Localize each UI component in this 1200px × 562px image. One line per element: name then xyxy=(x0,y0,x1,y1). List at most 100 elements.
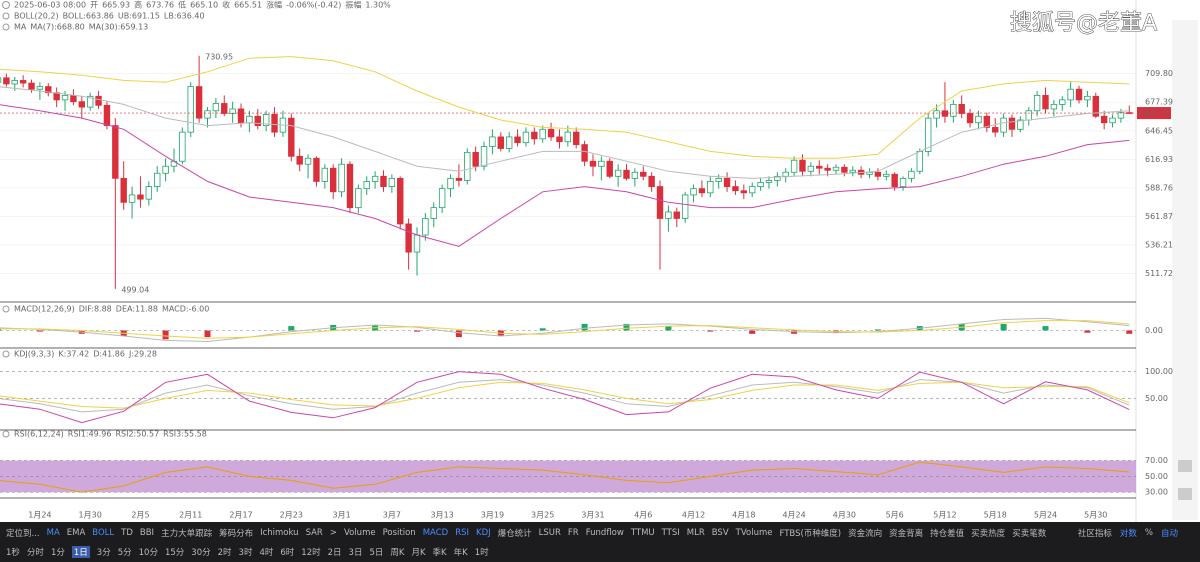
toolbar-item[interactable]: SAR xyxy=(305,528,323,538)
toolbar-item[interactable]: TD xyxy=(121,528,133,538)
y-tick-label: 511.72 xyxy=(1145,269,1173,278)
toolbar-item[interactable]: 5日 xyxy=(369,548,384,558)
legend-text: BOLL:663.86 xyxy=(63,12,114,21)
legend-text: -0.06%(-0.42) xyxy=(286,1,341,10)
toolbar-item[interactable]: > xyxy=(329,528,337,538)
indicator-line xyxy=(0,461,1130,493)
toolbar-item[interactable]: 买卖笔数 xyxy=(1012,529,1047,539)
legend-text: DEA:11.88 xyxy=(116,305,158,314)
toolbar-item[interactable]: 30分 xyxy=(191,548,211,558)
candle-body xyxy=(187,86,194,133)
x-tick-label: 2月23 xyxy=(280,511,303,520)
x-tick-label: 5月18 xyxy=(984,511,1007,520)
x-tick-label: 4月6 xyxy=(634,511,652,520)
toolbar-item[interactable]: 买卖热度 xyxy=(971,529,1006,539)
legend-text: LB:636.40 xyxy=(164,12,205,21)
toolbar-item[interactable]: 分时 xyxy=(26,548,44,558)
candle-body xyxy=(86,95,94,108)
candle-body xyxy=(271,114,278,133)
toolbar-item[interactable]: 爆仓统计 xyxy=(497,529,532,539)
macd-bar xyxy=(623,323,630,331)
toolbar-item[interactable]: 主力大单跟踪 xyxy=(161,529,213,539)
toolbar-item[interactable]: 自动 xyxy=(1160,529,1178,539)
toolbar-item[interactable]: 持仓差值 xyxy=(930,529,965,539)
indicator-line xyxy=(0,86,1130,179)
toolbar-item[interactable]: FTBS(币种维度) xyxy=(779,529,842,539)
y-tick-label: 70.00 xyxy=(1145,456,1168,465)
toolbar-item[interactable]: BOLL xyxy=(92,528,115,538)
candle-body xyxy=(698,188,706,194)
toolbar-item[interactable]: 社区指标 xyxy=(1077,529,1112,539)
toolbar-item[interactable]: MACD xyxy=(422,528,449,538)
candle-body xyxy=(933,110,940,119)
toolbar-item[interactable]: Volume xyxy=(343,528,376,538)
toolbar-item[interactable]: 季K xyxy=(432,548,447,558)
toolbar-item[interactable]: Ichimoku xyxy=(260,528,299,538)
toolbar-item[interactable]: 周K xyxy=(390,548,405,558)
toolbar-item[interactable]: MLR xyxy=(686,528,705,538)
toolbar-item[interactable]: % xyxy=(1144,528,1153,538)
toolbar-item[interactable]: 10分 xyxy=(138,548,158,558)
candle-body xyxy=(447,177,454,190)
candle-body xyxy=(665,211,672,219)
toolbar-item[interactable]: 3时 xyxy=(238,548,253,558)
x-tick-label: 3月19 xyxy=(481,511,504,520)
candle-body xyxy=(1084,95,1091,101)
toolbar-item[interactable]: MA xyxy=(46,528,60,538)
toolbar-item[interactable]: 6时 xyxy=(280,548,295,558)
toolbar-item[interactable]: Position xyxy=(382,528,416,538)
interval-row: 1秒 分时 1分 1日 3分 5分 10分 15分 30分 2时 3时 4时 6时 12时 2日 3日 5日 周K… xyxy=(6,543,489,561)
macd-bar xyxy=(288,326,295,331)
toolbar-item[interactable]: 1秒 xyxy=(6,548,20,558)
toolbar-item[interactable]: LSUR xyxy=(538,528,561,538)
side-icon[interactable] xyxy=(1178,460,1192,472)
y-tick-label: 709.80 xyxy=(1145,69,1173,78)
toolbar-item[interactable]: BBI xyxy=(139,528,155,538)
toolbar-item[interactable]: 1时 xyxy=(474,548,489,558)
candle-body xyxy=(1092,95,1099,117)
toolbar-item[interactable]: 2时 xyxy=(217,548,232,558)
side-icon[interactable] xyxy=(1178,488,1192,500)
toolbar-item[interactable]: TTSI xyxy=(661,528,680,538)
toolbar-item[interactable]: TTMU xyxy=(630,528,655,538)
legend-text: 低 xyxy=(178,0,186,10)
candle-body xyxy=(883,173,890,177)
candle-body xyxy=(841,166,848,173)
candle-body xyxy=(740,190,748,194)
toolbar-item[interactable]: 12时 xyxy=(301,548,321,558)
candle-body xyxy=(1025,110,1032,121)
candle-body xyxy=(757,182,764,187)
candle-body xyxy=(45,86,52,94)
toolbar-item[interactable]: 3分 xyxy=(96,548,111,558)
toolbar-item[interactable]: KDJ xyxy=(476,528,491,538)
price-tag-label: 665.51 xyxy=(1141,109,1169,118)
candle-body xyxy=(589,160,597,167)
legend-text: 开 xyxy=(90,1,98,10)
toolbar-item[interactable]: 对数 xyxy=(1119,529,1137,539)
toolbar-item[interactable]: EMA xyxy=(66,528,86,538)
toolbar-item[interactable]: 年K xyxy=(453,548,468,558)
toolbar-item[interactable]: 15分 xyxy=(164,548,185,558)
toolbar-item[interactable]: RSI xyxy=(455,528,469,538)
candle-body xyxy=(246,115,253,124)
toolbar-item[interactable]: TVolume xyxy=(735,528,773,538)
toolbar-item[interactable]: BSV xyxy=(711,528,729,538)
toolbar-item[interactable]: 1分 xyxy=(50,548,65,558)
toolbar-item[interactable]: 4时 xyxy=(259,548,274,558)
candle-body xyxy=(296,155,303,165)
toolbar-item[interactable]: 5分 xyxy=(117,548,132,558)
toolbar-item[interactable]: 资金背离 xyxy=(889,529,924,539)
toolbar-item[interactable]: 定位到... xyxy=(6,529,40,539)
y-tick-label: 588.76 xyxy=(1145,183,1173,192)
toolbar-item[interactable]: FR xyxy=(567,528,579,538)
toolbar-item[interactable]: Fundflow xyxy=(585,528,624,538)
candle-body xyxy=(799,159,806,172)
candle-body xyxy=(908,170,915,179)
toolbar-item[interactable]: 1日 xyxy=(71,546,90,558)
toolbar-item[interactable]: 2日 xyxy=(327,548,342,558)
toolbar-item[interactable]: 3日 xyxy=(348,548,363,558)
toolbar-item[interactable]: 资金流向 xyxy=(848,529,883,539)
toolbar-item[interactable]: 筹码分布 xyxy=(219,529,254,539)
candle-body xyxy=(606,160,613,177)
toolbar-item[interactable]: 月K xyxy=(411,548,426,558)
